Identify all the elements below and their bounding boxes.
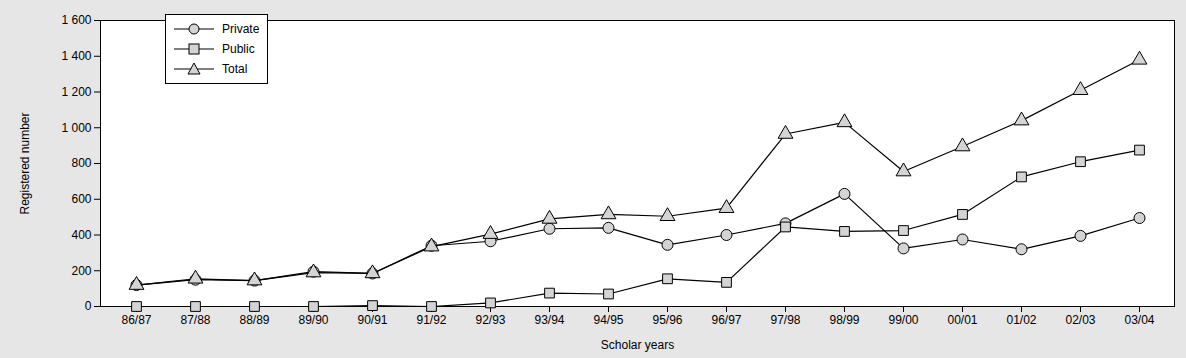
svg-text:95/96: 95/96 [652,313,682,327]
svg-text:93/94: 93/94 [534,313,564,327]
svg-text:96/97: 96/97 [711,313,741,327]
svg-text:400: 400 [71,228,91,242]
svg-text:1 000: 1 000 [61,121,91,135]
svg-text:94/95: 94/95 [593,313,623,327]
html-text:Private: Private [222,22,260,36]
svg-text:99/00: 99/00 [888,313,918,327]
svg-text:1 400: 1 400 [61,49,91,63]
svg-text:1 600: 1 600 [61,13,91,27]
svg-text:0: 0 [85,299,92,313]
html-text:Total: Total [222,62,248,76]
svg-text:600: 600 [71,192,91,206]
svg-text:800: 800 [71,156,91,170]
svg-text:97/98: 97/98 [770,313,800,327]
svg-text:92/93: 92/93 [475,313,505,327]
svg-text:02/03: 02/03 [1065,313,1095,327]
svg-text:90/91: 90/91 [357,313,387,327]
svg-text:87/88: 87/88 [180,313,210,327]
svg-text:86/87: 86/87 [121,313,151,327]
svg-text:89/90: 89/90 [298,313,328,327]
svg-text:200: 200 [71,264,91,278]
html-text:Public: Public [222,42,255,56]
svg-text:91/92: 91/92 [416,313,446,327]
svg-text:Scholar years: Scholar years [601,338,674,352]
svg-text:03/04: 03/04 [1124,313,1154,327]
svg-text:1 200: 1 200 [61,85,91,99]
svg-text:Registered number: Registered number [18,112,32,214]
svg-text:88/89: 88/89 [239,313,269,327]
svg-text:00/01: 00/01 [947,313,977,327]
svg-text:01/02: 01/02 [1006,313,1036,327]
svg-text:98/99: 98/99 [829,313,859,327]
